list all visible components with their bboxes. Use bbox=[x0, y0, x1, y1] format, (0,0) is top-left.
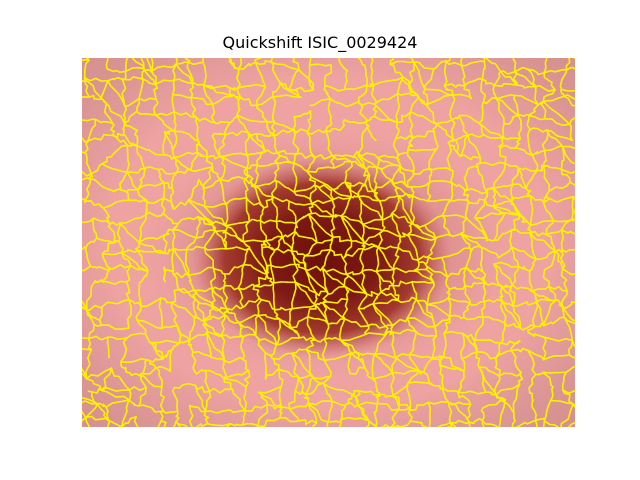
segmentation-canvas bbox=[82, 58, 575, 427]
segmentation-image bbox=[82, 58, 575, 427]
superpixel-boundaries bbox=[82, 58, 575, 427]
vignette bbox=[82, 58, 575, 427]
figure-title: Quickshift ISIC_0029424 bbox=[222, 33, 418, 52]
boundary-mesh bbox=[82, 58, 575, 427]
